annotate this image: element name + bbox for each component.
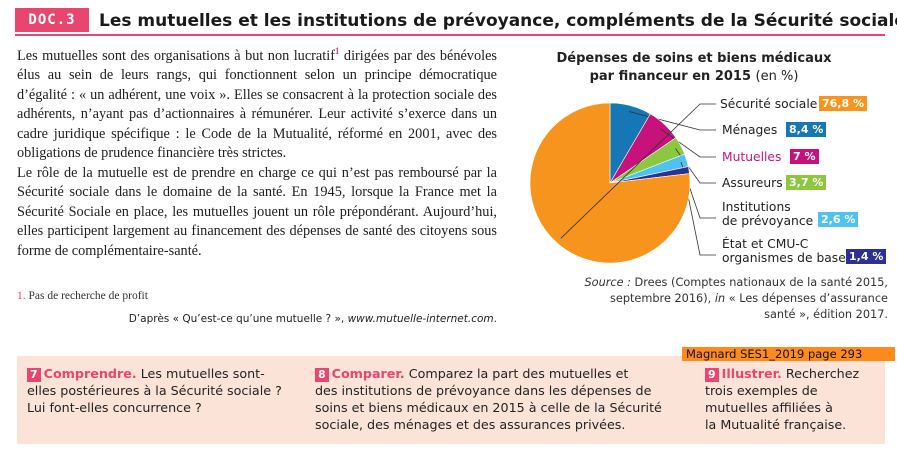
- label-etat: État et CMU-C organismes de base: [722, 237, 846, 265]
- source-line-2a: septembre 2016),: [610, 292, 715, 305]
- label-etat-line-1: État et CMU-C: [722, 237, 809, 251]
- question-7-head: Comprendre.: [43, 366, 137, 381]
- footnote-text: Pas de recherche de profit: [25, 290, 148, 302]
- question-8: 8 Comparer. Comparez la part des mutuelle…: [315, 365, 675, 433]
- question-7-line-1: Les mutuelles sont-: [136, 366, 265, 381]
- value-assureurs: 3,7 %: [786, 175, 827, 190]
- question-8-line-2: des institutions de prévoyance dans les …: [315, 383, 652, 398]
- source-site: www.mutuelle-internet.com: [347, 313, 494, 325]
- paragraph-1-start: Les mutuelles sont des organisations à b…: [17, 47, 335, 64]
- source-label: Source :: [584, 276, 631, 289]
- question-9-line-3: mutuelles affiliées à: [705, 400, 833, 415]
- chart-source: Source : Drees (Comptes nationaux de la …: [560, 275, 888, 323]
- label-institutions: Institutions de prévoyance: [722, 200, 813, 228]
- chart-title-line-1: Dépenses de soins et biens médicaux: [556, 51, 832, 66]
- value-mutuelles: 7 %: [790, 149, 819, 164]
- label-mutuelles: Mutuelles: [722, 150, 782, 164]
- source-line-2b: « Les dépenses d’assurance: [725, 292, 888, 305]
- question-8-number: 8: [315, 368, 329, 382]
- footnote-ref: 1: [334, 46, 340, 56]
- question-7: 7 Comprendre. Les mutuelles sont- elles p…: [27, 365, 317, 416]
- chart-source-line-2: septembre 2016), in « Les dépenses d’ass…: [560, 291, 888, 307]
- paragraph-1: Les mutuelles sont des organisations à b…: [17, 42, 497, 164]
- question-8-line-1: Comparez la part des mutuelles et: [404, 366, 629, 381]
- chart-title: Dépenses de soins et biens médicaux par …: [535, 50, 853, 86]
- source-prefix: D’après « Qu’est-ce qu’une mutuelle ? »,: [128, 313, 348, 325]
- source-line-1: Drees (Comptes nationaux de la santé 201…: [630, 276, 888, 289]
- label-menages: Ménages: [722, 123, 778, 137]
- paragraph-1-rest: dirigées par des bénévoles élus au sein …: [17, 47, 497, 162]
- question-9-line-2: trois exemples de: [705, 383, 818, 398]
- chart-title-line-2: par financeur en 2015 (en %): [535, 68, 853, 86]
- text-source: D’après « Qu’est-ce qu’une mutuelle ? »,…: [100, 313, 497, 325]
- doc-title: Les mutuelles et les institutions de pré…: [99, 11, 897, 31]
- question-8-line-4: sociale, des ménages et des assurances p…: [315, 417, 626, 432]
- pie-slice-securite-sociale: [529, 102, 691, 264]
- question-9-number: 9: [705, 368, 719, 382]
- question-8-line-3: soins et biens médicaux en 2015 à celle …: [315, 400, 662, 415]
- footnote: 1. Pas de recherche de profit: [17, 290, 148, 302]
- question-9-line-4: la Mutualité française.: [705, 417, 847, 432]
- label-institutions-line-2: de prévoyance: [722, 214, 814, 228]
- paragraph-2: Le rôle de la mutuelle est de prendre en…: [17, 164, 497, 259]
- question-9-head: Illustrer.: [721, 366, 782, 381]
- question-7-line-2: elles postérieures à la Sécurité sociale…: [27, 383, 282, 398]
- doc-badge: DOC.3: [15, 8, 89, 32]
- question-7-line-3: Lui font-elles concurrence ?: [27, 400, 202, 415]
- questions-box: 7 Comprendre. Les mutuelles sont- elles p…: [17, 356, 885, 444]
- question-7-number: 7: [27, 368, 41, 382]
- label-assureurs: Assureurs: [722, 176, 783, 190]
- doc-header: DOC.3 Les mutuelles et les institutions …: [15, 4, 897, 36]
- question-8-head: Comparer.: [331, 366, 405, 381]
- leader-line-securite-sociale: [560, 103, 716, 239]
- label-securite-sociale: Sécurité sociale: [720, 97, 818, 111]
- value-menages: 8,4 %: [786, 122, 827, 137]
- footnote-number: 1.: [17, 290, 26, 302]
- page-banner: Magnard SES1_2019 page 293: [682, 347, 895, 361]
- leader-line-mutuelles: [660, 128, 716, 158]
- question-9: 9 Illustrer. Recherchez trois exemples de…: [705, 365, 875, 433]
- label-etat-line-2: organismes de base: [722, 251, 846, 265]
- chart-title-line-2-text: par financeur en 2015: [589, 69, 752, 84]
- chart-source-line-3: santé », édition 2017.: [764, 308, 888, 321]
- value-institutions: 2,6 %: [818, 212, 859, 227]
- value-securite-sociale: 76,8 %: [819, 96, 867, 111]
- chart-source-line-1: Source : Drees (Comptes nationaux de la …: [560, 275, 888, 291]
- label-institutions-line-1: Institutions: [722, 200, 791, 214]
- body-text: Les mutuelles sont des organisations à b…: [17, 42, 497, 261]
- source-in: in: [714, 292, 726, 305]
- source-suffix: .: [493, 313, 497, 325]
- chart-unit: (en %): [755, 69, 799, 84]
- leader-line-etat: [682, 170, 716, 256]
- value-etat: 1,4 %: [846, 249, 887, 264]
- question-9-line-1: Recherchez: [781, 366, 860, 381]
